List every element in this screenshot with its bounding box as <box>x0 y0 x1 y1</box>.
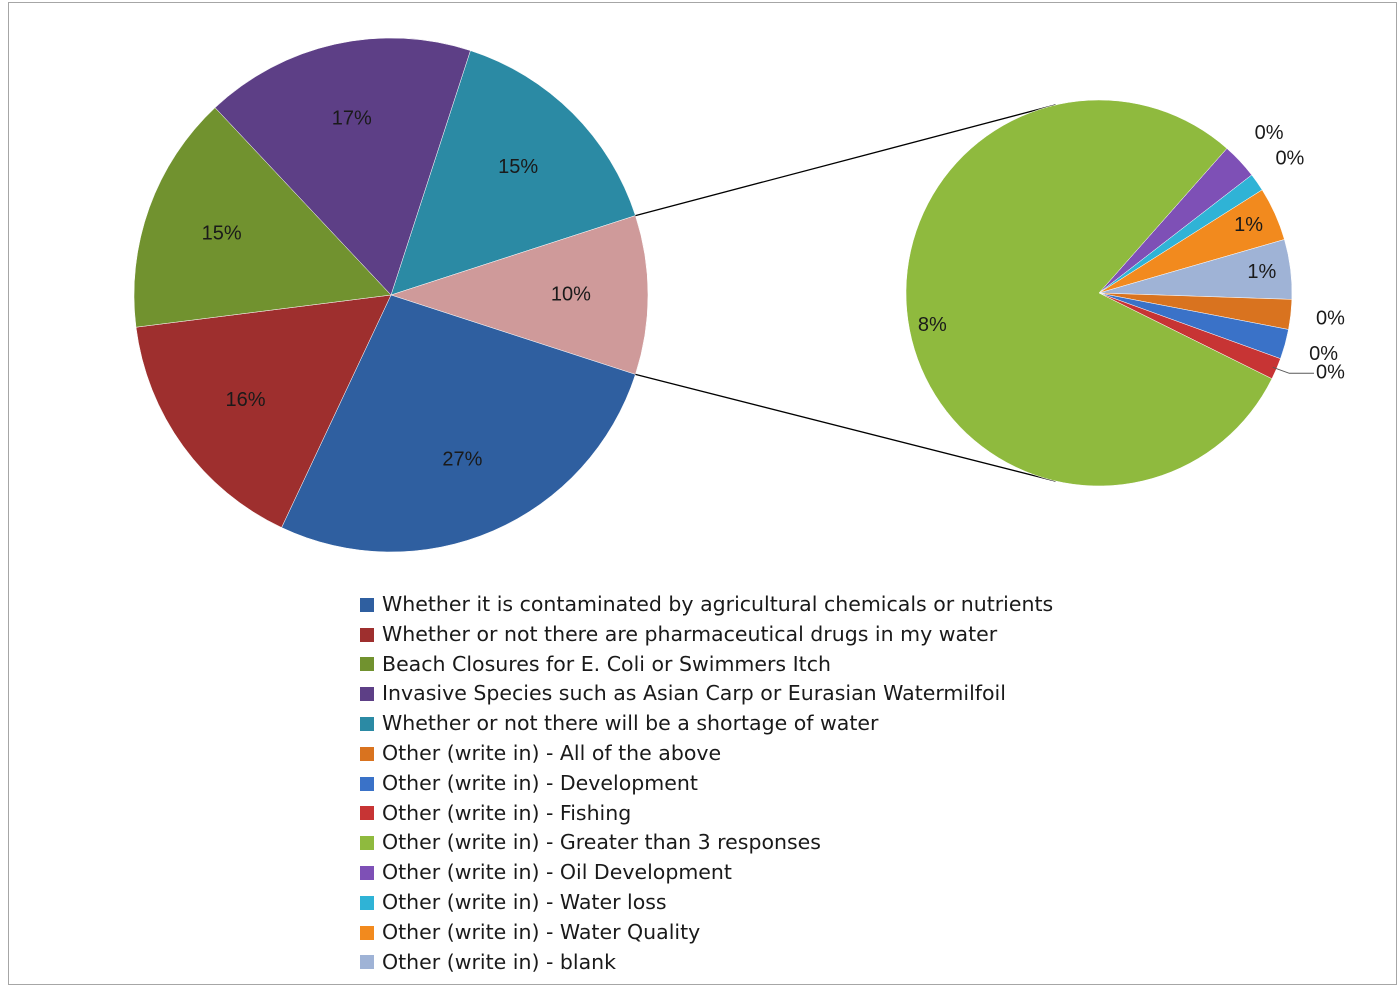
legend-label: Whether or not there are pharmaceutical … <box>382 621 998 646</box>
pie-of-pie-chart: 15%10%27%16%15%17%0%0%1%1%0%0%0%8% <box>133 37 1345 553</box>
legend-swatch <box>360 836 374 851</box>
chart-area: 15% 10% 27% 16% 15% 17% 0% 0% 1% 1% 0% 0% 0% 8% Wheth… <box>8 2 1397 985</box>
legend-label: Whether or not there will be a shortage … <box>382 711 879 736</box>
secondary-slice-other-write-in-greater-than-3-responses <box>905 99 1273 487</box>
legend-swatch <box>360 717 374 732</box>
main-slice-other-write-in <box>390 215 649 375</box>
legend-swatch <box>360 925 374 940</box>
secondary-data-label: 0% <box>1275 148 1304 170</box>
legend-item: Other (write in) - Water loss <box>360 888 1053 918</box>
legend-item: Beach Closures for E. Coli or Swimmers I… <box>360 650 1053 680</box>
legend-swatch <box>360 627 374 642</box>
connector-line-bottom <box>635 373 1056 482</box>
secondary-pie <box>905 99 1293 487</box>
main-data-label: 16% <box>225 389 265 411</box>
legend-label: Invasive Species such as Asian Carp or E… <box>382 681 1006 706</box>
main-data-label: 17% <box>332 108 372 130</box>
legend-swatch <box>360 597 374 612</box>
secondary-data-label: 0% <box>1309 343 1338 365</box>
legend-label: Other (write in) - Development <box>382 770 698 795</box>
legend-swatch <box>360 657 374 672</box>
legend-item: Other (write in) - Greater than 3 respon… <box>360 828 1053 858</box>
legend-item: Other (write in) - Oil Development <box>360 858 1053 888</box>
main-slice-whether-or-not-there-will-be-a-shortage-of-water <box>390 50 636 296</box>
secondary-data-label: 8% <box>918 314 947 336</box>
legend-item: Whether or not there are pharmaceutical … <box>360 620 1053 650</box>
legend-swatch <box>360 687 374 702</box>
legend-label: Beach Closures for E. Coli or Swimmers I… <box>382 651 831 676</box>
main-slice-whether-or-not-there-are-pharmaceutical-drugs-in-my-water <box>135 294 392 528</box>
legend-label: Other (write in) - Greater than 3 respon… <box>382 830 821 855</box>
main-data-label: 15% <box>498 156 538 178</box>
legend-item: Whether or not there will be a shortage … <box>360 709 1053 739</box>
legend-label: Other (write in) - Oil Development <box>382 860 732 885</box>
secondary-data-label: 0% <box>1316 362 1345 384</box>
legend-label: Other (write in) - Water Quality <box>382 919 701 944</box>
legend-swatch <box>360 955 374 970</box>
legend-label: Other (write in) - blank <box>382 949 617 974</box>
legend-item: Other (write in) - blank <box>360 948 1053 978</box>
legend-item: Other (write in) - Fishing <box>360 799 1053 829</box>
connector-lines <box>635 104 1056 482</box>
main-data-label: 27% <box>442 448 482 470</box>
secondary-data-label: 0% <box>1255 122 1284 144</box>
main-pie <box>133 37 649 553</box>
legend-item: Other (write in) - Water Quality <box>360 918 1053 948</box>
legend-swatch <box>360 746 374 761</box>
legend-swatch <box>360 776 374 791</box>
main-slice-invasive-species-such-as-asian-carp-or-eurasian-watermilfoil <box>214 37 471 296</box>
legend-swatch <box>360 866 374 881</box>
legend-item: Other (write in) - All of the above <box>360 739 1053 769</box>
secondary-data-label: 0% <box>1316 307 1345 329</box>
legend-label: Other (write in) - Water loss <box>382 889 667 914</box>
legend-label: Other (write in) - Fishing <box>382 800 632 825</box>
leader-line <box>1272 366 1314 374</box>
legend-label: Whether it is contaminated by agricultur… <box>382 592 1054 616</box>
legend-item: Other (write in) - Development <box>360 769 1053 799</box>
main-slice-whether-it-is-contaminated-by-agricultural-chemicals-or-nutrients <box>281 294 636 553</box>
leader-lines <box>1272 366 1314 374</box>
main-data-label: 10% <box>551 283 591 305</box>
main-slice-beach-closures-for-e-coli-or-swimmers-itch <box>133 107 392 328</box>
legend-item: Whether it is contaminated by agricultur… <box>360 590 1053 620</box>
legend-item: Invasive Species such as Asian Carp or E… <box>360 679 1053 709</box>
main-data-label: 15% <box>202 222 242 244</box>
data-labels: 15%10%27%16%15%17%0%0%1%1%0%0%0%8% <box>202 108 1345 471</box>
legend-swatch <box>360 806 374 821</box>
legend-swatch <box>360 895 374 910</box>
legend-label: Other (write in) - All of the above <box>382 740 722 765</box>
secondary-data-label: 1% <box>1247 261 1276 283</box>
connector-line-top <box>635 104 1056 217</box>
legend: Whether it is contaminated by agricultur… <box>360 590 1053 977</box>
secondary-data-label: 1% <box>1234 214 1263 236</box>
